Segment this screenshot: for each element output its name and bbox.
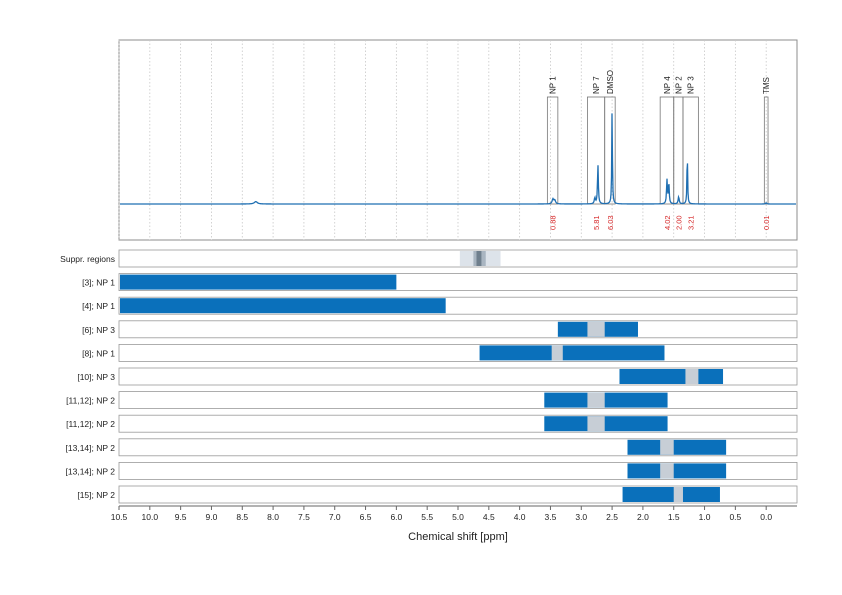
suppressed-region-center [476,251,482,266]
x-tick-label: 2.0 [637,512,649,522]
range-bar [120,274,397,290]
x-tick-label: 10.0 [142,512,159,522]
x-tick-label: 4.5 [483,512,495,522]
peak-integral: 5.81 [592,215,601,230]
x-tick-label: 6.5 [360,512,372,522]
x-axis: 10.5 10.0 9.5 9.0 8.5 8.0 7.5 7.0 6.5 6.0 5.5 5.0 4.… [111,505,797,522]
peak-label: NP 7 [592,76,601,94]
peak-label: NP 4 [663,76,672,94]
x-tick-label: 9.0 [206,512,218,522]
range-bar [544,392,668,408]
peak-label: NP 1 [549,76,558,94]
x-tick-label: 8.5 [236,512,248,522]
x-tick-label: 0.0 [760,512,772,522]
x-tick-label: 2.5 [606,512,618,522]
row-label: [11,12]; NP 2 [66,419,115,429]
x-tick-label: 10.5 [111,512,128,522]
x-tick-label: 5.0 [452,512,464,522]
range-gap [660,439,674,455]
x-tick-label: 3.0 [575,512,587,522]
range-bar [120,298,446,314]
range-gap [660,463,674,479]
range-row: [11,12]; NP 2 [66,414,798,433]
x-tick-label: 3.5 [545,512,557,522]
peak-integral: 3.21 [687,215,696,230]
row-label: [4]; NP 1 [82,301,115,311]
range-gap [587,392,605,408]
range-bar [544,416,668,432]
x-tick-label: 5.5 [421,512,433,522]
row-label: [11,12]; NP 2 [66,396,115,406]
range-gap [587,416,605,432]
range-gap [685,369,699,384]
peak-region-box [604,96,616,205]
peak-region-box [763,96,769,205]
range-bar [479,345,665,361]
range-gap [551,345,563,361]
x-tick-label: 1.5 [668,512,680,522]
range-row: Suppr. regions [60,249,798,268]
row-label: Suppr. regions [60,254,115,264]
peak-integral: 6.03 [606,215,615,230]
row-frame [118,414,798,433]
range-gap [673,487,683,502]
peak-region-box [587,96,606,205]
range-row: [11,12]; NP 2 [66,391,798,410]
range-bar [622,487,720,502]
x-tick-label: 4.0 [514,512,526,522]
spectrum-frame [118,39,798,241]
x-tick-label: 7.5 [298,512,310,522]
range-bar [627,463,727,479]
peak-integral: 2.00 [674,215,683,230]
range-row: [3]; NP 1 [82,273,798,292]
x-tick-label: 0.5 [729,512,741,522]
spectrum-line [120,113,796,205]
peak-region-box [546,96,559,205]
x-axis-label: Chemical shift [ppm] [408,531,508,543]
range-row: [10]; NP 3 [77,367,798,386]
peak-label: NP 2 [674,76,683,94]
x-tick-label: 9.5 [175,512,187,522]
row-label: [15]; NP 2 [77,490,115,500]
peak-label: TMS [762,77,771,94]
row-label: [13,14]; NP 2 [66,466,116,476]
row-frame [118,343,798,362]
row-frame [118,249,798,268]
row-frame [118,320,798,339]
range-bar [627,439,727,455]
peak-integral: 4.02 [663,215,672,230]
row-label: [13,14]; NP 2 [66,443,116,453]
spectrum-panel: NP 1 0.88 NP 7 5.81 DMSO 6.03 NP 4 4.02 NP 2 2.00… [118,39,798,241]
range-gap [587,321,605,337]
range-row: [13,14]; NP 2 [66,438,798,457]
range-rows-panel: Suppr. regions [3]; NP 1 [4]; NP 1 [6]; NP … [60,249,798,504]
x-tick-label: 7.0 [329,512,341,522]
range-row: [13,14]; NP 2 [66,461,798,480]
peak-region-box [682,96,699,205]
range-row: [8]; NP 1 [82,343,798,362]
x-tick-label: 6.0 [390,512,402,522]
peak-label: NP 3 [687,76,696,94]
row-frame [118,391,798,410]
range-row: [15]; NP 2 [77,485,798,504]
range-row: [6]; NP 3 [82,320,798,339]
row-label: [8]; NP 1 [82,348,115,358]
peak-integral: 0.01 [762,215,771,230]
x-tick-label: 1.0 [699,512,711,522]
range-bar [619,369,724,384]
peak-integral: 0.88 [549,215,558,230]
row-label: [6]; NP 3 [82,325,115,335]
row-label: [3]; NP 1 [82,278,115,288]
peak-region-box [673,96,684,205]
range-row: [4]; NP 1 [82,296,798,315]
peak-label: DMSO [606,70,615,94]
x-tick-label: 8.0 [267,512,279,522]
row-label: [10]; NP 3 [77,372,115,382]
